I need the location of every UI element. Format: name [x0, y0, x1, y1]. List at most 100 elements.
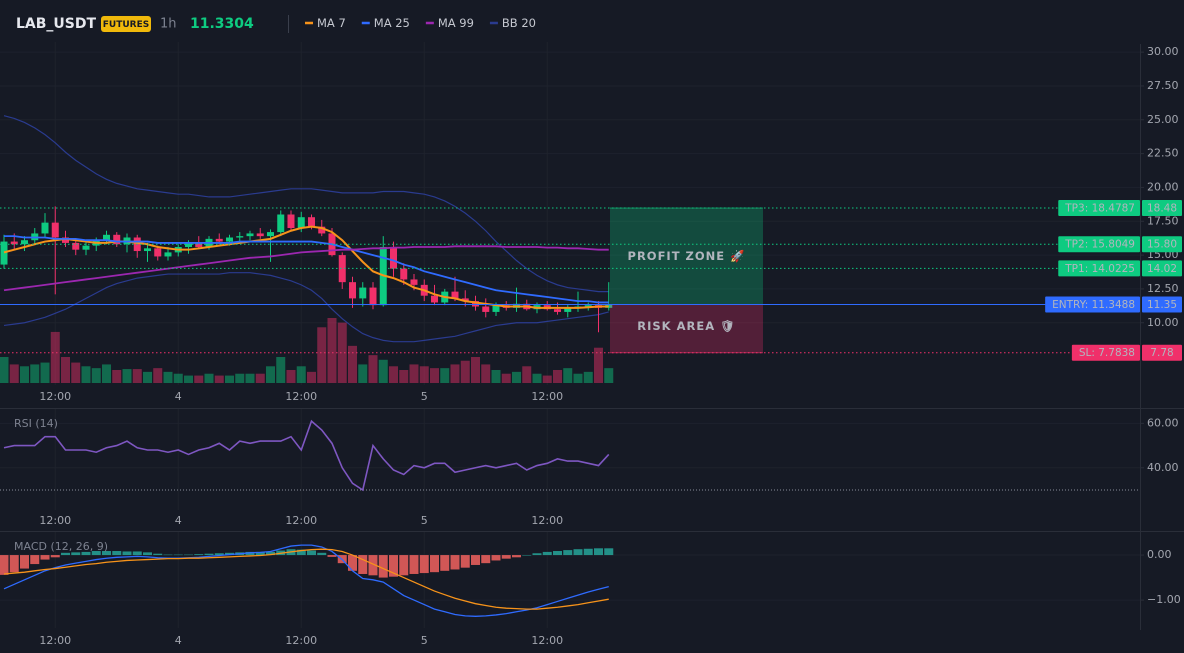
volume-bar	[102, 364, 111, 383]
volume-bar	[532, 373, 542, 383]
candle-body	[297, 217, 305, 229]
y-tick-label: 22.50	[1147, 147, 1179, 160]
ma-line	[3, 245, 609, 292]
histogram-bar	[327, 555, 337, 557]
pane-title: MACD (12, 26, 9)	[14, 540, 108, 553]
volume-bar	[512, 371, 521, 383]
level-tag-bg	[1058, 260, 1140, 277]
volume-bar	[296, 366, 306, 383]
histogram-bar	[245, 551, 255, 556]
legend-entry[interactable]: MA 99	[438, 16, 474, 30]
histogram-bar	[563, 550, 573, 556]
volume-bar	[368, 355, 378, 383]
histogram-bar	[491, 555, 501, 561]
volume-bar	[583, 371, 593, 383]
zone	[610, 208, 763, 305]
histogram-bar	[522, 555, 532, 556]
candle-body	[410, 279, 418, 285]
level-tag-bg	[1045, 296, 1140, 313]
candle-body	[164, 252, 172, 257]
volume-bar	[327, 318, 337, 383]
histogram-bar	[594, 548, 603, 556]
indicator-line	[3, 419, 610, 492]
histogram-bar	[102, 551, 111, 556]
histogram-bar	[542, 551, 552, 556]
volume-bar	[358, 364, 368, 383]
histogram-bar	[214, 553, 224, 556]
candle-body	[400, 268, 408, 280]
histogram-bar	[573, 549, 583, 556]
volume-bar	[40, 362, 50, 383]
volume-bar	[81, 366, 91, 383]
y-tick-label: −1.00	[1147, 593, 1181, 606]
volume-bar	[307, 371, 316, 383]
volume-bar	[378, 359, 388, 383]
volume-bar	[430, 368, 439, 383]
histogram-bar	[91, 551, 101, 556]
candle-body	[41, 222, 49, 234]
histogram-bar	[317, 552, 327, 556]
y-tick-label: 17.50	[1147, 214, 1179, 227]
level-tag-bg	[1058, 236, 1140, 253]
price-tag: 7.78	[1150, 347, 1173, 359]
ma-line	[4, 235, 609, 304]
volume-bar	[563, 368, 573, 383]
y-tick-label: 10.00	[1147, 316, 1179, 329]
candle-body	[482, 306, 490, 312]
histogram-bar	[307, 550, 316, 556]
candle-body	[308, 217, 315, 227]
histogram-bar	[0, 555, 9, 575]
candle-body	[0, 241, 8, 265]
volume-bar	[450, 364, 460, 383]
y-tick-label: 20.00	[1147, 180, 1179, 193]
level-tag: ENTRY: 11.3488	[1052, 299, 1135, 311]
histogram-bar	[471, 555, 480, 565]
legend-entry[interactable]: MA 7	[317, 16, 346, 30]
price-tag: 15.80	[1147, 239, 1177, 251]
candle-body	[215, 238, 223, 242]
volume-bar	[71, 362, 81, 383]
histogram-bar	[460, 555, 470, 568]
y-tick-label: 25.00	[1147, 113, 1179, 126]
volume-bar	[348, 345, 357, 383]
candle-body	[246, 233, 254, 237]
interval[interactable]: 1h	[160, 17, 177, 32]
level-tag: TP2: 15.8049	[1064, 239, 1135, 251]
volume-bar	[163, 371, 173, 383]
price-tag: 18.48	[1147, 203, 1177, 215]
legend-entry[interactable]: BB 20	[502, 16, 536, 30]
histogram-bar	[143, 552, 152, 556]
volume-bar	[50, 331, 60, 383]
volume-bar	[194, 375, 204, 383]
x-tick-label: 12:00	[285, 634, 317, 647]
x-tick-label: 5	[421, 634, 428, 647]
volume-bar	[255, 373, 265, 383]
volume-bar	[276, 357, 286, 383]
x-tick-label: 12:00	[39, 634, 71, 647]
histogram-bar	[204, 553, 214, 556]
zone-label: PROFIT ZONE 🚀	[628, 249, 746, 263]
volume-bar	[481, 364, 491, 383]
volume-bar	[235, 373, 245, 383]
histogram-bar	[61, 552, 70, 556]
x-tick-label: 12:00	[39, 390, 71, 403]
x-tick-label: 12:00	[531, 634, 563, 647]
candle-body	[256, 233, 264, 237]
legend-entry[interactable]: MA 25	[374, 16, 410, 30]
volume-bar	[112, 370, 122, 383]
price-tag: 11.35	[1147, 299, 1177, 311]
price-tag-bg	[1142, 200, 1182, 217]
volume-bar	[604, 368, 614, 383]
histogram-bar	[71, 552, 81, 556]
histogram-bar	[532, 553, 542, 556]
histogram-bar	[112, 551, 122, 556]
histogram-bar	[30, 555, 40, 565]
x-tick-label: 5	[421, 514, 428, 527]
volume-bar	[143, 371, 152, 383]
bb-lower	[3, 272, 609, 343]
candle-body	[195, 242, 203, 247]
volume-bar	[419, 366, 429, 383]
volume-bar	[225, 375, 234, 383]
volume-bar	[409, 364, 419, 383]
